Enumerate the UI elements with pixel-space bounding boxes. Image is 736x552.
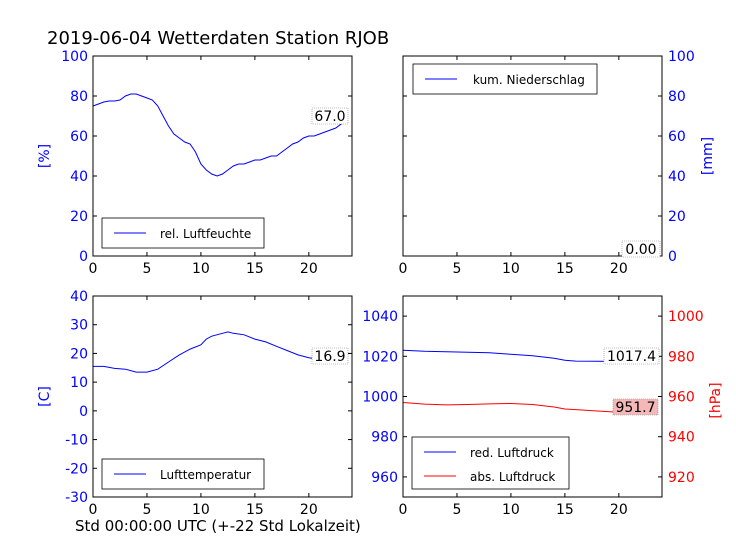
pressure-panel: 0 5 10 15 20 960 980 1000 1020 1040 920 940 960 980 10… [362, 295, 724, 518]
y-right-tick-label: 1000 [668, 309, 704, 325]
legend-entry: rel. Luftfeuchte [160, 227, 251, 241]
x-tick-label: 20 [610, 502, 628, 518]
temperature-panel: 0 5 10 15 20 -30 -20 -10 0 10 20 30 40 [C] Lufttempera… [37, 289, 353, 518]
series-line-temperature-0 [93, 331, 347, 373]
x-tick-label: 20 [610, 261, 628, 277]
y-right-tick-label: 920 [668, 470, 695, 486]
y-tick-label: -30 [65, 490, 88, 506]
y-tick-label: 100 [61, 49, 88, 65]
series-line-humidity-0 [92, 93, 347, 177]
x-tick-label: 10 [502, 502, 520, 518]
y-tick-label: 1000 [362, 390, 398, 406]
y-tick-label: 20 [70, 346, 88, 362]
y-axis-label: [C] [37, 386, 53, 407]
y-tick-label: 960 [371, 470, 398, 486]
legend-entry: kum. Niederschlag [473, 73, 585, 87]
y-tick-label: 20 [70, 209, 88, 225]
x-tick-label: 10 [502, 261, 520, 277]
y-tick-label: 0 [668, 249, 677, 265]
x-tick-label: 10 [192, 502, 210, 518]
y-tick-label: 980 [371, 430, 398, 446]
precipitation-panel: 0 5 10 15 20 0 20 40 60 80 100 [mm] kum. Niederschla… [399, 49, 716, 277]
y-right-tick-label: 940 [668, 430, 695, 446]
x-tick-label: 0 [89, 261, 98, 277]
y-axis-label: [mm] [700, 137, 716, 175]
y-tick-label: 40 [70, 169, 88, 185]
x-tick-label: 20 [300, 261, 318, 277]
y-tick-label: 30 [70, 318, 88, 334]
value-label-box [612, 398, 659, 416]
value-label: 0.00 [625, 242, 656, 258]
y-tick-label: 60 [668, 129, 686, 145]
y-tick-label: 10 [70, 375, 88, 391]
y-tick-label: -20 [65, 461, 88, 477]
plot-frame-temperature [92, 295, 353, 498]
y-right-tick-label: 960 [668, 390, 695, 406]
y-tick-label: 1040 [362, 309, 398, 325]
y-tick-label: -10 [65, 433, 88, 449]
y-right-axis-label: [hPa] [708, 382, 724, 418]
x-tick-label: 5 [452, 261, 461, 277]
legend-entry: Lufttemperatur [160, 468, 251, 482]
x-tick-label: 0 [399, 502, 408, 518]
x-tick-label: 15 [556, 261, 574, 277]
value-label: 951.7 [615, 400, 655, 416]
y-tick-label: 60 [70, 129, 88, 145]
legend-entry: abs. Luftdruck [470, 470, 555, 484]
legend-box [411, 436, 570, 490]
x-tick-label: 15 [246, 261, 264, 277]
y-tick-label: 100 [668, 49, 695, 65]
x-tick-label: 0 [89, 502, 98, 518]
x-tick-label: 15 [556, 502, 574, 518]
y-tick-label: 40 [70, 289, 88, 305]
value-label-box [311, 107, 349, 125]
plot-frame-humidity [92, 55, 353, 257]
x-tick-label: 20 [300, 502, 318, 518]
y-tick-label: 0 [79, 404, 88, 420]
legend-entry: red. Luftdruck [470, 446, 554, 460]
y-axis-label: [%] [37, 144, 53, 168]
value-label-box [603, 347, 660, 365]
y-tick-label: 0 [79, 249, 88, 265]
y-tick-label: 20 [668, 209, 686, 225]
y-tick-label: 80 [70, 89, 88, 105]
value-label-box [311, 347, 349, 365]
humidity-panel: 0 5 10 15 20 0 20 40 60 80 100 [%] rel. Luftfeuchte 6… [37, 49, 353, 277]
value-label-box [621, 240, 661, 258]
y-tick-label: 1020 [362, 349, 398, 365]
y-right-tick-label: 980 [668, 349, 695, 365]
value-label: 67.0 [314, 109, 345, 125]
x-tick-label: 10 [192, 261, 210, 277]
figure-title: 2019-06-04 Wetterdaten Station RJOB [47, 28, 389, 49]
value-label: 16.9 [314, 349, 345, 365]
plot-frame-precipitation [402, 55, 663, 257]
x-tick-label: 5 [142, 261, 151, 277]
x-tick-label: 5 [142, 502, 151, 518]
x-tick-label: 15 [246, 502, 264, 518]
x-axis-label: Std 00:00:00 UTC (+-22 Std Lokalzeit) [75, 517, 361, 535]
y-tick-label: 40 [668, 169, 686, 185]
x-tick-label: 0 [399, 261, 408, 277]
x-tick-label: 5 [452, 502, 461, 518]
y-tick-label: 80 [668, 89, 686, 105]
value-label: 1017.4 [607, 349, 656, 365]
